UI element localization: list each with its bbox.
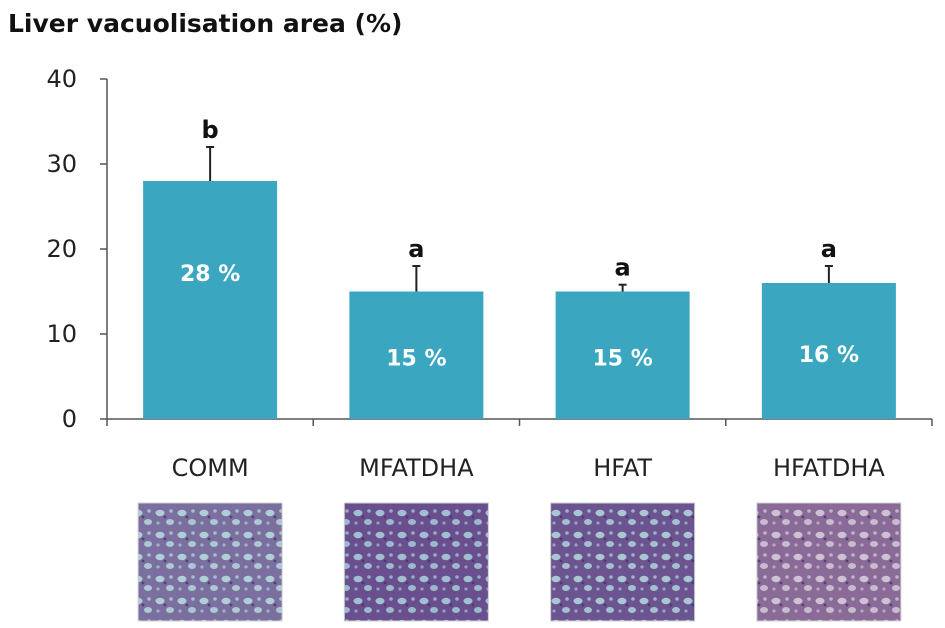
bar-labels: b 28 % COMM a 15 % MFATDHA a 15 % HFAT a 16 % HFATD… [172, 116, 886, 482]
x-tick-label-COMM: COMM [172, 454, 249, 482]
bars [143, 146, 896, 419]
significance-letter-COMM: b [202, 116, 219, 144]
significance-letter-HFAT: a [615, 254, 631, 282]
x-tick-label-HFAT: HFAT [593, 454, 652, 482]
bar-MFATDHA [349, 291, 484, 419]
micrograph-HFAT [550, 502, 696, 622]
x-tick-label-HFATDHA: HFATDHA [773, 454, 885, 482]
data-label-MFATDHA: 15 % [386, 346, 446, 371]
significance-letter-HFATDHA: a [821, 235, 837, 263]
micrograph-HFATDHA [756, 502, 902, 622]
bar-COMM [143, 181, 278, 419]
micrographs [137, 502, 902, 622]
x-tick-label-MFATDHA: MFATDHA [359, 454, 474, 482]
bar-HFAT [555, 291, 690, 419]
y-tick-label-20: 20 [46, 235, 77, 263]
micrograph-MFATDHA [343, 502, 489, 622]
bar-HFATDHA [761, 283, 896, 419]
y-tick-label-30: 30 [46, 150, 77, 178]
data-label-HFAT: 15 % [592, 346, 652, 371]
micrograph-COMM [137, 502, 283, 622]
y-tick-label-10: 10 [46, 320, 77, 348]
y-tick-label-0: 0 [62, 405, 77, 433]
data-label-HFATDHA: 16 % [799, 343, 859, 368]
data-label-COMM: 28 % [180, 262, 240, 287]
y-axis: 0 10 20 30 40 [46, 65, 933, 433]
significance-letter-MFATDHA: a [408, 235, 424, 263]
chart-title: Liver vacuolisation area (%) [8, 9, 402, 38]
y-tick-label-40: 40 [46, 65, 77, 93]
